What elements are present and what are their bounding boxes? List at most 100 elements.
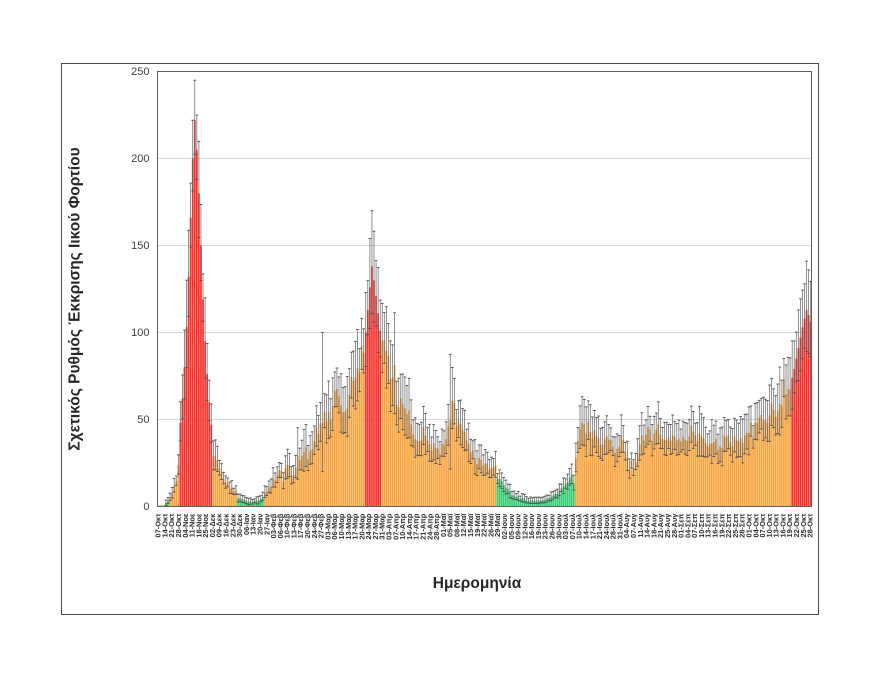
svg-text:14-Αυγ: 14-Αυγ [643, 513, 652, 538]
svg-text:04-Νοε: 04-Νοε [181, 513, 190, 538]
svg-text:28-Αυγ: 28-Αυγ [670, 513, 679, 538]
svg-text:20-Φεβ: 20-Φεβ [303, 513, 312, 538]
svg-text:11-Νοε: 11-Νοε [188, 513, 197, 537]
svg-text:26-Μαϊ: 26-Μαϊ [486, 513, 495, 537]
svg-text:02-Ιουν: 02-Ιουν [500, 514, 509, 540]
svg-text:05-Ιουν: 05-Ιουν [507, 514, 516, 540]
svg-text:18-Νοε: 18-Νοε [194, 513, 203, 538]
svg-text:28-Σεπ: 28-Σεπ [738, 513, 747, 538]
svg-text:30-Δεκ: 30-Δεκ [235, 513, 244, 538]
svg-text:01-Μαϊ: 01-Μαϊ [439, 513, 448, 537]
svg-text:28-Οκτ: 28-Οκτ [174, 513, 183, 538]
svg-text:100: 100 [131, 327, 149, 339]
svg-text:Ημερομηνία: Ημερομηνία [433, 575, 522, 592]
svg-text:24-Φεβ: 24-Φεβ [310, 513, 319, 538]
svg-text:10-Φεβ: 10-Φεβ [283, 513, 292, 538]
svg-text:05-Μαϊ: 05-Μαϊ [446, 513, 455, 537]
svg-text:19-Οκτ: 19-Οκτ [785, 513, 794, 538]
svg-text:31-Ιουλ: 31-Ιουλ [615, 514, 624, 540]
svg-text:28-Ιουλ: 28-Ιουλ [609, 514, 618, 540]
svg-text:04-Σεπ: 04-Σεπ [683, 513, 692, 538]
svg-text:16-Σεπ: 16-Σεπ [711, 513, 720, 538]
svg-text:16-Δεκ: 16-Δεκ [222, 513, 231, 538]
svg-text:07-Αυγ: 07-Αυγ [629, 513, 638, 538]
svg-text:13-Ιαν: 13-Ιαν [249, 514, 258, 535]
svg-text:150: 150 [131, 240, 149, 252]
svg-text:12-Μαϊ: 12-Μαϊ [459, 513, 468, 537]
svg-text:07-Οκτ: 07-Οκτ [758, 513, 767, 538]
svg-text:22-Οκτ: 22-Οκτ [792, 513, 801, 538]
svg-text:17-Απρ: 17-Απρ [412, 513, 421, 540]
svg-text:11-Αυγ: 11-Αυγ [636, 513, 645, 538]
svg-text:13-Μαρ: 13-Μαρ [344, 513, 353, 539]
svg-text:24-Μαρ: 24-Μαρ [364, 513, 373, 539]
svg-text:06-Φεβ: 06-Φεβ [276, 513, 285, 538]
svg-text:21-Απρ: 21-Απρ [418, 513, 427, 540]
svg-text:06-Μαρ: 06-Μαρ [330, 513, 339, 539]
svg-text:27-Φεβ: 27-Φεβ [317, 513, 326, 538]
svg-text:17-Ιουλ: 17-Ιουλ [588, 514, 597, 540]
svg-text:21-Οκτ: 21-Οκτ [167, 513, 176, 538]
svg-text:19-Μαϊ: 19-Μαϊ [473, 513, 482, 537]
svg-text:04-Αυγ: 04-Αυγ [622, 513, 631, 538]
svg-text:01-Οκτ: 01-Οκτ [744, 513, 753, 538]
svg-text:07-Σεπ: 07-Σεπ [690, 513, 699, 538]
svg-text:15-Μαϊ: 15-Μαϊ [466, 513, 475, 537]
svg-text:0: 0 [143, 501, 149, 513]
svg-text:26-Ιουν: 26-Ιουν [548, 514, 557, 540]
svg-text:08-Μαϊ: 08-Μαϊ [452, 513, 461, 537]
svg-text:03-Ιουλ: 03-Ιουλ [561, 514, 570, 540]
svg-text:13-Σεπ: 13-Σεπ [704, 513, 713, 538]
svg-text:10-Σεπ: 10-Σεπ [697, 513, 706, 538]
svg-text:14-Ιουλ: 14-Ιουλ [581, 514, 590, 540]
svg-text:10-Ιουλ: 10-Ιουλ [575, 514, 584, 540]
svg-text:17-Φεβ: 17-Φεβ [296, 513, 305, 538]
svg-text:10-Απρ: 10-Απρ [398, 513, 407, 540]
svg-text:24-Ιουλ: 24-Ιουλ [602, 514, 611, 540]
svg-text:09-Ιουν: 09-Ιουν [514, 514, 523, 540]
svg-text:12-Ιουν: 12-Ιουν [520, 514, 529, 540]
svg-text:18-Αυγ: 18-Αυγ [649, 513, 658, 538]
svg-text:13-Οκτ: 13-Οκτ [772, 513, 781, 538]
svg-text:22-Μαϊ: 22-Μαϊ [480, 513, 489, 537]
svg-text:50: 50 [137, 414, 149, 426]
svg-text:04-Οκτ: 04-Οκτ [751, 513, 760, 538]
svg-text:29-Μαϊ: 29-Μαϊ [493, 513, 502, 537]
svg-text:01-Σεπ: 01-Σεπ [677, 513, 686, 538]
svg-text:21-Ιουλ: 21-Ιουλ [595, 514, 604, 540]
svg-text:25-Οκτ: 25-Οκτ [799, 513, 808, 538]
svg-text:06-Ιαν: 06-Ιαν [242, 514, 251, 535]
svg-text:07-Ιουλ: 07-Ιουλ [568, 514, 577, 540]
svg-text:10-Μαρ: 10-Μαρ [337, 513, 346, 539]
svg-text:31-Μαρ: 31-Μαρ [378, 513, 387, 539]
svg-text:03-Μαρ: 03-Μαρ [323, 513, 332, 539]
svg-text:09-Δεκ: 09-Δεκ [215, 513, 224, 538]
svg-text:Σχετικός Ρυθμός Έκκρισης Ιικού: Σχετικός Ρυθμός Έκκρισης Ιικού Φορτίου [67, 147, 84, 450]
svg-text:22-Σεπ: 22-Σεπ [724, 513, 733, 538]
svg-text:19-Ιουν: 19-Ιουν [534, 514, 543, 540]
svg-text:20-Μαρ: 20-Μαρ [357, 513, 366, 539]
svg-text:30-Ιουν: 30-Ιουν [554, 514, 563, 540]
svg-text:10-Οκτ: 10-Οκτ [765, 513, 774, 538]
svg-text:14-Οκτ: 14-Οκτ [160, 513, 169, 538]
svg-text:17-Μαρ: 17-Μαρ [351, 513, 360, 539]
svg-text:13-Φεβ: 13-Φεβ [289, 513, 298, 538]
svg-text:07-Απρ: 07-Απρ [391, 513, 400, 540]
svg-text:07-Οκτ: 07-Οκτ [154, 513, 163, 538]
svg-text:24-Απρ: 24-Απρ [425, 513, 434, 540]
svg-text:250: 250 [131, 66, 149, 78]
svg-text:23-Δεκ: 23-Δεκ [228, 513, 237, 538]
svg-text:03-Απρ: 03-Απρ [385, 513, 394, 540]
svg-text:23-Ιουν: 23-Ιουν [541, 514, 550, 540]
svg-text:19-Σεπ: 19-Σεπ [717, 513, 726, 538]
svg-text:27-Ιαν: 27-Ιαν [262, 514, 271, 535]
svg-text:28-Απρ: 28-Απρ [432, 513, 441, 540]
svg-text:25-Σεπ: 25-Σεπ [731, 513, 740, 538]
svg-text:25-Νοε: 25-Νοε [201, 513, 210, 538]
svg-text:27-Μαρ: 27-Μαρ [371, 513, 380, 539]
svg-text:16-Οκτ: 16-Οκτ [778, 513, 787, 538]
svg-text:02-Δεκ: 02-Δεκ [208, 513, 217, 538]
svg-text:20-Ιαν: 20-Ιαν [255, 514, 264, 535]
svg-text:03-Φεβ: 03-Φεβ [269, 513, 278, 538]
svg-text:21-Αυγ: 21-Αυγ [656, 513, 665, 538]
